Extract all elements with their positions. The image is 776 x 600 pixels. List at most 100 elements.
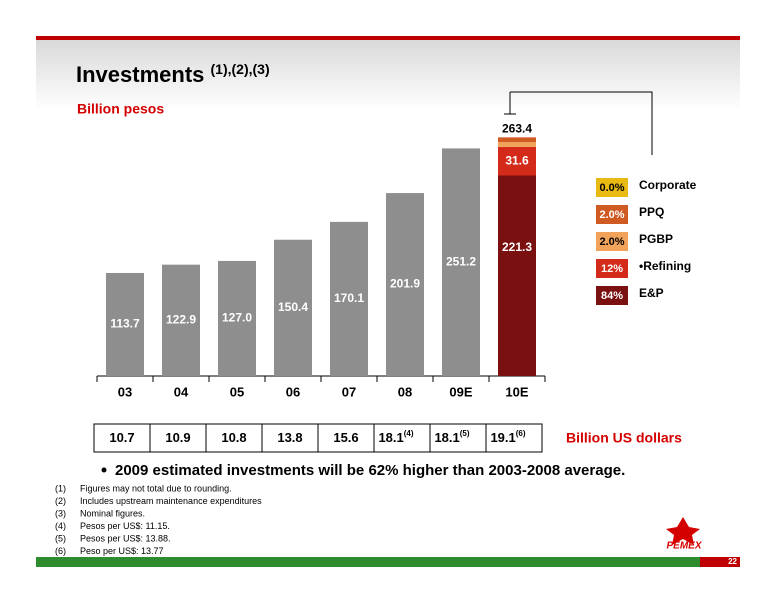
subtitle: Billion pesos <box>77 101 164 117</box>
footnote-text: Peso per US$: 13.77 <box>80 546 164 556</box>
usd-number: 19.1 <box>490 430 515 445</box>
value-label: 251.2 <box>446 254 476 268</box>
bracket <box>504 91 653 155</box>
legend-label: PGBP <box>639 232 673 246</box>
usd-cell <box>261 423 319 453</box>
value-label: 113.7 <box>110 317 140 331</box>
footnotes: (1) Figures may not total due to rounding… <box>55 483 262 556</box>
footnote-text: Figures may not total due to rounding. <box>80 483 232 493</box>
legend-share: 84% <box>601 290 623 302</box>
page-number: 22 <box>728 557 737 566</box>
x-tick-label: 10E <box>505 384 528 399</box>
usd-cell <box>485 423 543 453</box>
bar <box>330 221 368 376</box>
legend-label: E&P <box>639 286 664 300</box>
value-label: 221.3 <box>502 240 532 254</box>
title-notes: (1),(2),(3) <box>211 61 270 77</box>
usd-cell <box>317 423 375 453</box>
usd-number: 10.7 <box>109 430 134 445</box>
bar <box>162 264 200 376</box>
usd-value: 15.6 <box>333 430 358 445</box>
usd-note: (5) <box>460 429 470 438</box>
usd-value: 13.8 <box>277 430 302 445</box>
x-tick-label: 08 <box>398 384 412 399</box>
bar <box>442 148 480 376</box>
logo-text: PEMEX <box>666 541 702 552</box>
legend-swatch <box>596 232 628 251</box>
value-label: 31.6 <box>505 153 529 167</box>
x-tick-label: 06 <box>286 384 300 399</box>
value-label: 150.4 <box>278 300 308 314</box>
footnote-number: (6) <box>55 546 66 556</box>
footnote-number: (4) <box>55 521 66 531</box>
bar <box>498 175 536 376</box>
usd-cell <box>373 423 431 453</box>
bar <box>106 272 144 376</box>
usd-value: 18.1(4) <box>378 429 413 445</box>
bar <box>274 239 312 376</box>
usd-cell <box>149 423 207 453</box>
logo: PEMEX <box>666 517 703 552</box>
x-tick-label: 04 <box>174 384 189 399</box>
usd-number: 18.1 <box>378 430 403 445</box>
bar <box>386 193 424 376</box>
usd-cell <box>205 423 263 453</box>
legend: 0.0% Corporate 2.0% PPQ 2.0% PGBP 12% •Refining… <box>596 178 697 305</box>
legend-label: •Refining <box>639 259 691 273</box>
legend-share: 2.0% <box>599 236 624 248</box>
x-tick-label: 09E <box>449 384 472 399</box>
value-label: 127.0 <box>222 311 252 325</box>
bracket-line <box>510 91 653 155</box>
value-label: 170.1 <box>334 291 364 305</box>
usd-note: (4) <box>404 429 414 438</box>
usd-number: 10.8 <box>221 430 246 445</box>
title: Investments (1),(2),(3) <box>76 61 270 87</box>
value-label: 122.9 <box>166 312 196 326</box>
total-label: 263.4 <box>502 122 532 136</box>
legend-share: 2.0% <box>599 209 624 221</box>
legend-label: PPQ <box>639 205 664 219</box>
usd-number: 10.9 <box>165 430 190 445</box>
header-band <box>36 40 740 110</box>
value-label: 201.9 <box>390 277 420 291</box>
bar <box>498 146 536 176</box>
usd-label: Billion US dollars <box>566 430 682 446</box>
footnote-text: Includes upstream maintenance expenditur… <box>80 496 262 506</box>
footnote-text: Pesos per US$: 11.15. <box>80 521 170 531</box>
bullet-dot <box>101 467 107 473</box>
usd-cell <box>429 423 487 453</box>
legend-swatch <box>596 259 628 278</box>
footnote-number: (1) <box>55 483 66 493</box>
bullet: 2009 estimated investments will be 62% h… <box>115 462 625 479</box>
footnote-number: (2) <box>55 496 66 506</box>
legend-swatch <box>596 286 628 305</box>
x-tick-label: 03 <box>118 384 132 399</box>
x-tick-label: 05 <box>230 384 244 399</box>
bracket-cap <box>504 92 516 115</box>
usd-value: 19.1(6) <box>490 429 525 445</box>
logo-mark <box>666 517 700 545</box>
footnote-text: Nominal figures. <box>80 508 145 518</box>
usd-value: 10.8 <box>221 430 246 445</box>
usd-value: 10.9 <box>165 430 190 445</box>
legend-label: Corporate <box>639 178 697 192</box>
usd-table: 10.7 10.9 10.8 13.8 15.6 18.1(4) 18.1(5) 19.1(6… <box>93 423 543 453</box>
legend-share: 12% <box>601 263 623 275</box>
usd-number: 15.6 <box>333 430 358 445</box>
usd-number: 13.8 <box>277 430 302 445</box>
footnote-number: (5) <box>55 533 66 543</box>
chart: 03 113.7 04 122.9 05 127.0 06 150.4 07 170.1 08 201… <box>96 122 546 399</box>
legend-share: 0.0% <box>599 182 624 194</box>
usd-number: 18.1 <box>434 430 459 445</box>
bar <box>218 260 256 376</box>
footnote-number: (3) <box>55 508 66 518</box>
bar <box>498 142 536 147</box>
footer-band <box>36 557 700 567</box>
usd-note: (6) <box>516 429 526 438</box>
x-tick-label: 07 <box>342 384 356 399</box>
bar <box>498 137 536 143</box>
usd-value: 18.1(5) <box>434 429 469 445</box>
footnote-text: Pesos per US$: 13.88. <box>80 533 171 543</box>
